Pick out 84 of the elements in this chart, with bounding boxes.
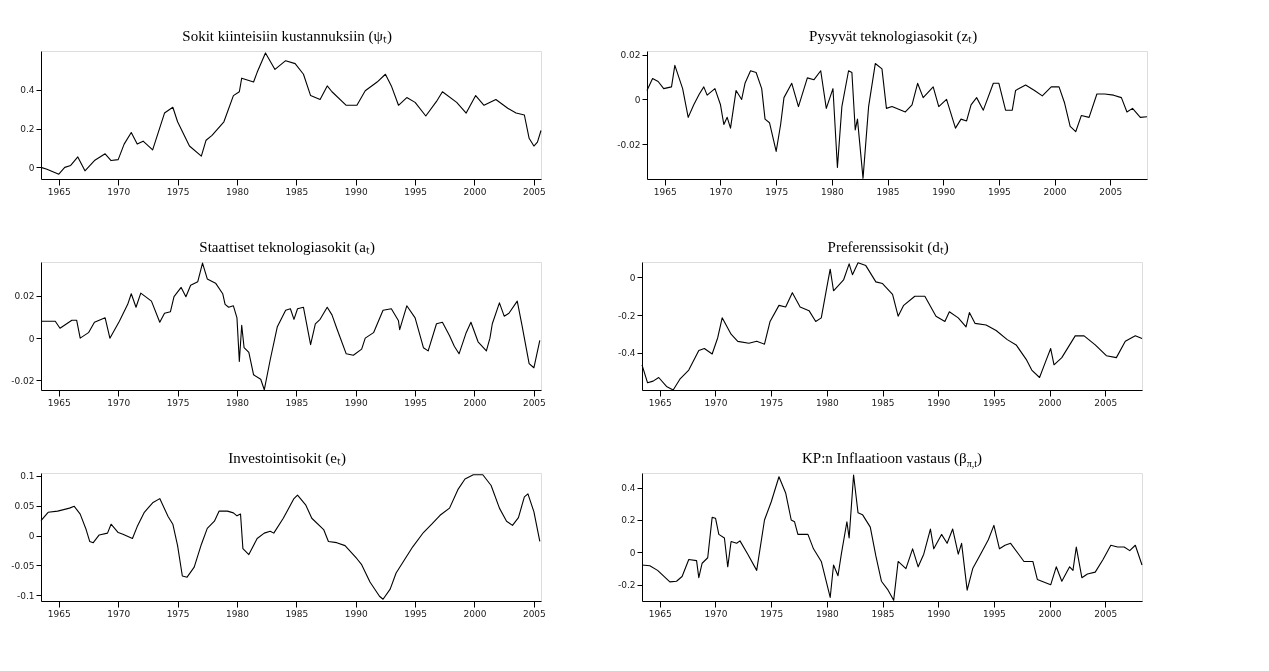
x-tick-label: 2005: [1094, 397, 1118, 408]
x-tick-label: 1995: [982, 397, 1006, 408]
chart-title: Sokit kiinteisiin kustannuksiin (ψₜ): [182, 28, 392, 45]
y-tick-label: -0.2: [617, 310, 636, 321]
x-tick-label: 1965: [648, 397, 672, 408]
x-tick-label: 1975: [760, 608, 784, 619]
y-tick-label: 0.4: [20, 85, 35, 96]
y-tick-label: 0.1: [20, 471, 35, 482]
x-tick-label: 1970: [709, 186, 733, 197]
x-tick-label: 2005: [522, 397, 546, 408]
y-tick-label: 0: [634, 94, 641, 105]
x-tick-label: 1970: [107, 186, 131, 197]
x-tick-label: 1975: [765, 186, 789, 197]
x-tick-label: 1990: [927, 397, 951, 408]
y-tick-label: 0.2: [621, 515, 636, 526]
x-tick-label: 1980: [815, 608, 840, 619]
x-tick-label: 1980: [226, 608, 250, 619]
x-tick-label: 1990: [932, 186, 956, 197]
x-tick-label: 1980: [226, 397, 250, 408]
x-tick-label: 1980: [820, 186, 845, 197]
y-tick-label: 0: [28, 333, 35, 344]
x-tick-label: 1965: [653, 186, 677, 197]
x-tick-label: 2005: [1094, 608, 1118, 619]
y-tick-label: -0.2: [617, 580, 636, 591]
y-tick-label: -0.02: [11, 375, 35, 386]
x-tick-label: 1990: [344, 186, 368, 197]
x-tick-label: 2005: [522, 608, 546, 619]
y-tick-label: -0.1: [16, 590, 35, 601]
x-tick-label: 1965: [47, 608, 71, 619]
x-tick-label: 1995: [404, 186, 428, 197]
x-tick-label: 1985: [871, 608, 895, 619]
x-tick-label: 2005: [522, 186, 546, 197]
x-tick-label: 1970: [704, 397, 728, 408]
x-tick-label: 2000: [463, 608, 487, 619]
y-tick-label: 0: [629, 547, 636, 558]
x-tick-label: 1965: [47, 397, 71, 408]
y-tick-label: 0: [28, 531, 35, 542]
x-tick-label: 1975: [166, 397, 190, 408]
chart-title: Investointisokit (eₜ): [228, 450, 347, 467]
x-tick-label: 1985: [871, 397, 895, 408]
x-tick-label: 1990: [344, 608, 368, 619]
x-tick-label: 1970: [107, 608, 131, 619]
x-tick-label: 2000: [463, 397, 487, 408]
x-tick-label: 1980: [815, 397, 840, 408]
x-tick-label: 2005: [1099, 186, 1123, 197]
chart-title: Preferenssisokit (dₜ): [827, 239, 949, 256]
x-tick-label: 1990: [927, 608, 951, 619]
x-tick-label: 2000: [1043, 186, 1067, 197]
x-tick-label: 2000: [1038, 608, 1062, 619]
chart-title: Staattiset teknologiasokit (aₜ): [199, 239, 375, 256]
x-tick-label: 1975: [166, 608, 190, 619]
y-tick-label: 0.05: [14, 501, 35, 512]
x-tick-label: 1985: [285, 397, 309, 408]
y-tick-label: 0: [28, 162, 35, 173]
x-tick-label: 1965: [648, 608, 672, 619]
y-tick-label: 0: [629, 272, 636, 283]
x-tick-label: 1995: [404, 608, 428, 619]
line-series: [40, 474, 541, 600]
x-tick-label: 1980: [226, 186, 250, 197]
x-tick-label: 1970: [107, 397, 131, 408]
chart-title: Pysyvät teknologiasokit (zₜ): [809, 28, 978, 45]
y-tick-label: 0.02: [620, 50, 641, 61]
line-series: [641, 262, 1143, 391]
x-tick-label: 1990: [344, 397, 368, 408]
x-tick-label: 1965: [47, 186, 71, 197]
x-tick-label: 1985: [285, 186, 309, 197]
x-tick-label: 1995: [404, 397, 428, 408]
x-tick-label: 2000: [1038, 397, 1062, 408]
x-tick-label: 1975: [760, 397, 784, 408]
x-tick-label: 2000: [463, 186, 487, 197]
y-tick-label: 0.2: [20, 124, 35, 135]
line-series: [40, 262, 541, 391]
y-tick-label: -0.4: [617, 348, 636, 359]
x-tick-label: 1995: [982, 608, 1006, 619]
y-tick-label: -0.05: [11, 560, 35, 571]
line-series: [641, 474, 1143, 601]
y-tick-label: -0.02: [617, 139, 641, 150]
y-tick-label: 0.02: [14, 291, 35, 302]
x-tick-label: 1970: [704, 608, 728, 619]
x-tick-label: 1985: [285, 608, 309, 619]
y-tick-label: 0.4: [621, 483, 636, 494]
x-tick-label: 1985: [876, 186, 900, 197]
x-tick-label: 1995: [987, 186, 1011, 197]
x-tick-label: 1975: [166, 186, 190, 197]
